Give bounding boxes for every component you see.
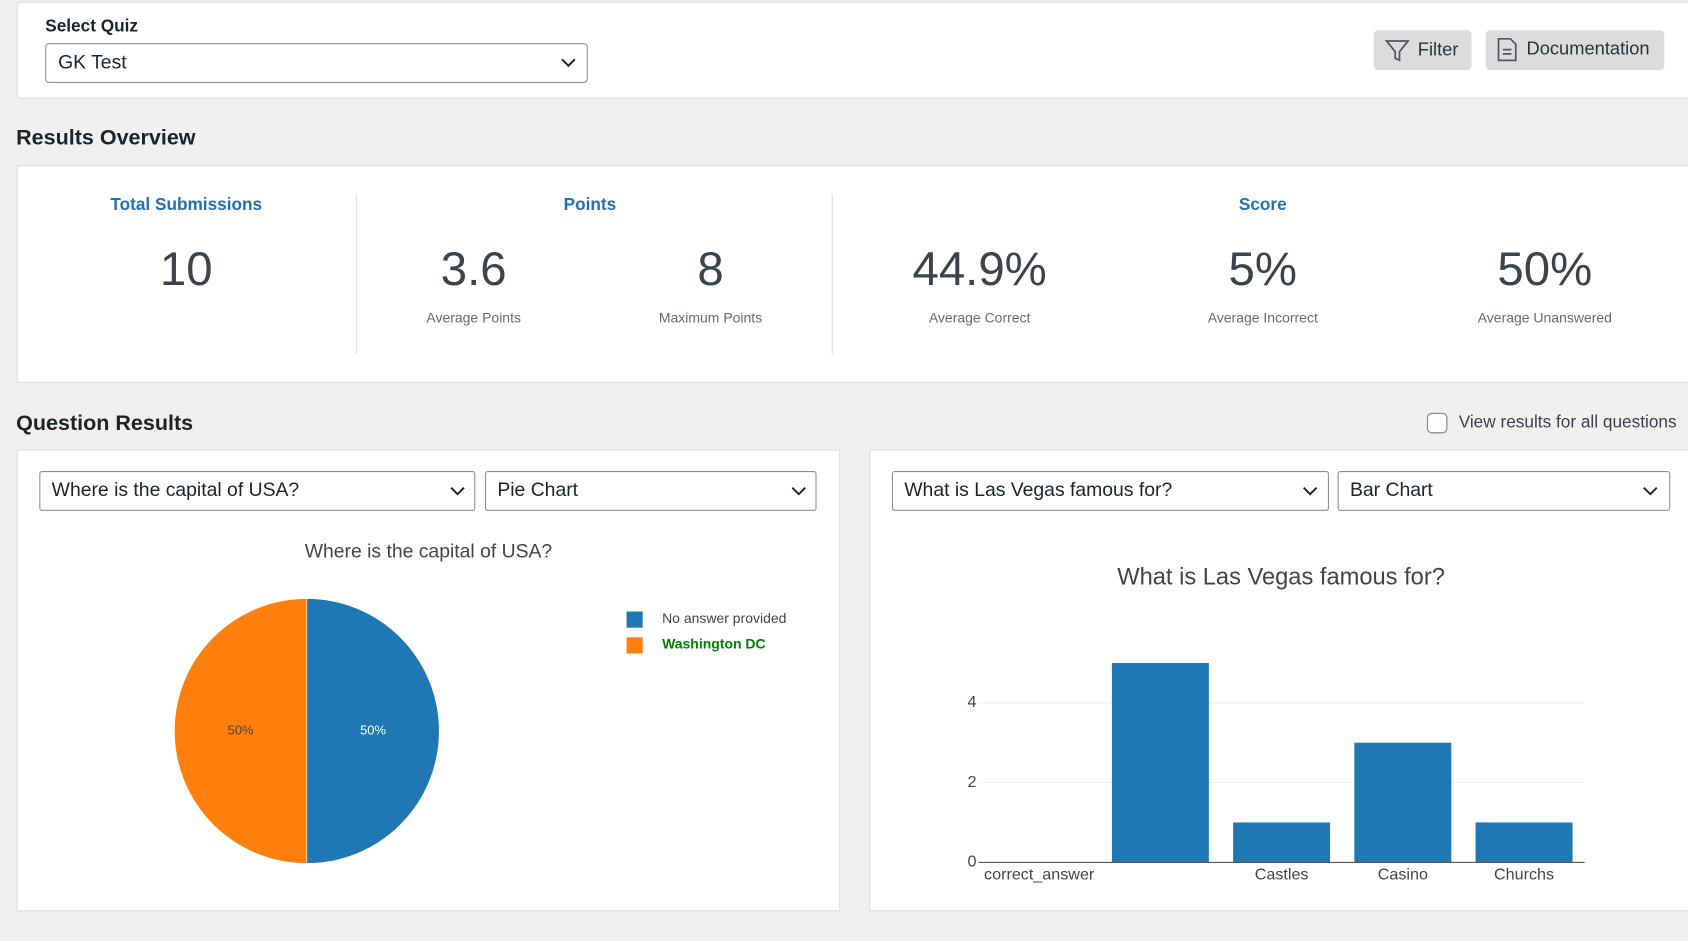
stat-label: Average Points [426, 309, 521, 325]
chart-title: What is Las Vegas famous for? [1117, 564, 1445, 590]
filter-label: Filter [1418, 38, 1459, 59]
documentation-label: Documentation [1527, 37, 1650, 58]
quiz-select[interactable]: GK Test [45, 43, 588, 83]
question-select-value: Where is the capital of USA? [52, 479, 300, 501]
overview-card [16, 165, 1688, 383]
section-title: Question Results [16, 411, 193, 435]
filter-button[interactable]: Filter [1373, 30, 1472, 71]
y-tick-label: 4 [967, 693, 976, 711]
group-title: Points [564, 194, 617, 214]
legend-swatch [626, 611, 643, 628]
chart-title: Where is the capital of USA? [305, 540, 553, 562]
y-tick-label: 2 [967, 773, 976, 791]
x-tick-label: Churchs [1494, 866, 1554, 884]
stat-label: Average Correct [929, 309, 1031, 325]
pie-slice [174, 598, 308, 864]
stat-value: 8 [697, 243, 723, 296]
question-select[interactable]: Where is the capital of USA? [39, 471, 476, 511]
bar [1354, 742, 1452, 863]
stat-label: Average Unanswered [1478, 309, 1612, 325]
pie-slice [306, 598, 440, 864]
documentation-button[interactable]: Documentation [1485, 30, 1665, 71]
checkbox-label[interactable]: View results for all questions [1459, 412, 1677, 432]
x-tick-label: Casino [1378, 866, 1428, 884]
question-select-value: What is Las Vegas famous for? [904, 479, 1172, 501]
legend-label: No answer provided [662, 610, 786, 626]
chart-type-select[interactable]: Pie Chart [484, 471, 817, 511]
stat-value: 44.9% [912, 243, 1046, 296]
slice-label: 50% [360, 722, 386, 737]
group-title: Total Submissions [110, 194, 262, 214]
slice-label: 50% [228, 722, 254, 737]
quiz-select-value: GK Test [58, 52, 127, 74]
question-select[interactable]: What is Las Vegas famous for? [891, 471, 1329, 511]
chart-type-select[interactable]: Bar Chart [1337, 471, 1671, 511]
stat-value: 50% [1497, 243, 1592, 296]
legend-label: Washington DC [662, 636, 766, 652]
chart-type-value: Pie Chart [497, 479, 578, 501]
stat-value: 3.6 [441, 243, 507, 296]
stat-value: 10 [160, 243, 213, 296]
group-title: Score [1239, 194, 1287, 214]
stat-label: Maximum Points [659, 309, 762, 325]
stat-label: Average Incorrect [1208, 309, 1318, 325]
x-tick-label: Castles [1255, 866, 1309, 884]
checkbox[interactable] [1426, 412, 1448, 434]
section-title: Results Overview [16, 126, 196, 150]
x-tick-label: correct_answer [984, 866, 1095, 884]
quiz-label: Select Quiz [45, 16, 138, 36]
stat-value: 5% [1229, 243, 1297, 296]
chart-type-value: Bar Chart [1350, 479, 1433, 501]
bar [1475, 822, 1573, 863]
legend-swatch [626, 637, 643, 654]
y-tick-label: 0 [967, 853, 976, 871]
bar [1111, 662, 1209, 863]
bar [1233, 822, 1331, 863]
